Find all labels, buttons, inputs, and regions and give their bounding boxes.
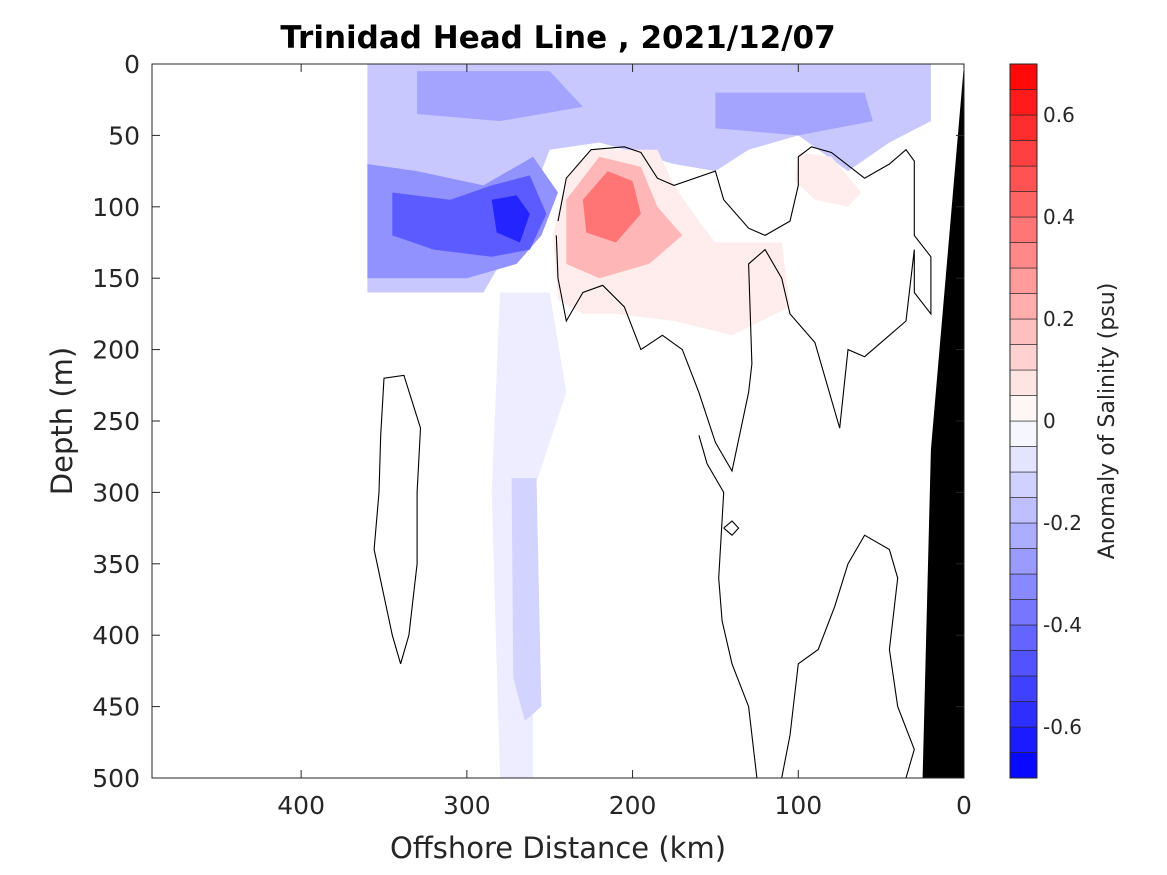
y-tick-label: 200 bbox=[92, 336, 140, 365]
bathymetry bbox=[922, 64, 964, 778]
colorbar-swatch bbox=[1009, 395, 1038, 422]
contour-main-zero-contour bbox=[555, 146, 932, 473]
y-axis-ticks: 0 50 100 150 200 250 300 350 400 450 500 bbox=[92, 50, 964, 793]
contour-deep-zero-contour-c bbox=[723, 520, 740, 536]
colorbar-swatch bbox=[1009, 573, 1038, 600]
colorbar-swatch bbox=[1009, 318, 1038, 345]
x-tick-label: 300 bbox=[443, 791, 491, 820]
colorbar-swatch bbox=[1009, 522, 1038, 549]
anomaly-fields bbox=[367, 64, 931, 778]
y-tick-label: 300 bbox=[92, 478, 140, 507]
y-tick-label: 350 bbox=[92, 550, 140, 579]
field-positive-patch-east bbox=[795, 152, 862, 207]
colorbar-swatch bbox=[1009, 675, 1038, 702]
y-tick-label: 250 bbox=[92, 407, 140, 436]
colorbar-swatch bbox=[1009, 420, 1038, 447]
colorbar-tick-label: -0.6 bbox=[1043, 715, 1082, 739]
colorbar-swatch bbox=[1009, 726, 1038, 753]
colorbar-swatch bbox=[1009, 165, 1038, 192]
contour-deep-zero-contour-a bbox=[373, 374, 422, 664]
y-tick-label: 0 bbox=[124, 50, 140, 79]
y-tick-label: 150 bbox=[92, 264, 140, 293]
zero-contours bbox=[373, 146, 932, 778]
colorbar-swatch bbox=[1009, 216, 1038, 243]
x-tick-label: 200 bbox=[609, 791, 657, 820]
chart-title: Trinidad Head Line , 2021/12/07 bbox=[280, 20, 835, 56]
y-tick-label: 100 bbox=[92, 193, 140, 222]
y-tick-label: 400 bbox=[92, 621, 140, 650]
contour-deep-zero-contour-b bbox=[698, 435, 915, 778]
x-axis-label: Offshore Distance (km) bbox=[390, 831, 726, 865]
colorbar-swatch bbox=[1009, 752, 1038, 779]
colorbar-swatch bbox=[1009, 267, 1038, 294]
bathymetry-shape bbox=[922, 64, 964, 778]
y-tick-label: 450 bbox=[92, 693, 140, 722]
colorbar-swatch bbox=[1009, 548, 1038, 575]
colorbar-swatch bbox=[1009, 344, 1038, 371]
colorbar-swatch bbox=[1009, 293, 1038, 320]
colorbar-tick-label: -0.2 bbox=[1043, 511, 1082, 535]
x-axis-ticks: 400 300 200 100 0 bbox=[277, 64, 972, 820]
colorbar-tick-label: -0.4 bbox=[1043, 613, 1082, 637]
y-tick-label: 500 bbox=[92, 764, 140, 793]
colorbar-swatch bbox=[1009, 369, 1038, 396]
colorbar-tick-label: 0 bbox=[1043, 409, 1056, 433]
colorbar-swatch bbox=[1009, 242, 1038, 269]
colorbar-tick-label: 0.2 bbox=[1043, 307, 1075, 331]
field-near-surface-core-b bbox=[715, 92, 873, 136]
colorbar-swatch bbox=[1009, 89, 1038, 116]
colorbar-tick-label: 0.6 bbox=[1043, 103, 1075, 127]
colorbar: -0.6 -0.4 -0.2 0 0.2 0.4 0.6 bbox=[1009, 63, 1082, 779]
colorbar-swatch bbox=[1009, 446, 1038, 473]
x-tick-label: 400 bbox=[277, 791, 325, 820]
colorbar-swatch bbox=[1009, 650, 1038, 677]
colorbar-swatch bbox=[1009, 701, 1038, 728]
colorbar-label: Anomaly of Salinity (psu) bbox=[1095, 283, 1120, 560]
x-tick-label: 100 bbox=[774, 791, 822, 820]
colorbar-swatch bbox=[1009, 140, 1038, 167]
colorbar-swatch bbox=[1009, 471, 1038, 498]
colorbar-frame bbox=[1009, 63, 1038, 779]
colorbar-tick-label: 0.4 bbox=[1043, 205, 1075, 229]
x-tick-label: 0 bbox=[956, 791, 972, 820]
field-near-surface-core-a bbox=[417, 71, 583, 122]
y-axis-label: Depth (m) bbox=[45, 347, 79, 495]
colorbar-swatch bbox=[1009, 114, 1038, 141]
field-subsurface-core-inner bbox=[491, 195, 530, 243]
colorbar-swatch bbox=[1009, 191, 1038, 218]
field-deep-negative-core bbox=[511, 478, 542, 721]
field-positive-lens-inner bbox=[582, 171, 641, 243]
colorbar-swatch bbox=[1009, 63, 1038, 90]
colorbar-swatch bbox=[1009, 599, 1038, 626]
colorbar-swatch bbox=[1009, 624, 1038, 651]
y-tick-label: 50 bbox=[108, 121, 140, 150]
colorbar-swatch bbox=[1009, 497, 1038, 524]
